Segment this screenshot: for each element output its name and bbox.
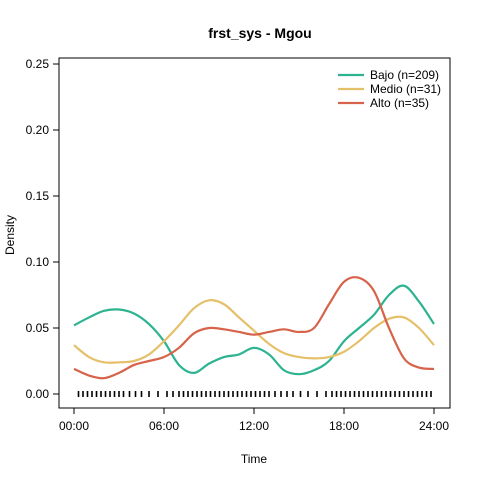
density-series (73, 276, 435, 380)
y-tick-label: 0.10 (26, 255, 50, 269)
x-tick-label: 00:00 (59, 419, 89, 433)
x-axis: 00:00 06:00 12:00 18:00 24:00 (59, 407, 449, 433)
y-tick-label: 0.25 (26, 57, 50, 71)
legend-label: Medio (n=31) (370, 82, 441, 96)
legend: Bajo (n=209)Medio (n=31)Alto (n=35) (338, 68, 441, 110)
x-tick-label: 24:00 (419, 419, 449, 433)
x-axis-label: Time (241, 452, 268, 466)
y-tick-label: 0.20 (26, 123, 50, 137)
x-tick-label: 18:00 (329, 419, 359, 433)
series-line-0 (73, 284, 435, 376)
x-tick-label: 06:00 (149, 419, 179, 433)
y-tick-label: 0.05 (26, 321, 50, 335)
rug-marks (77, 391, 432, 397)
y-tick-label: 0.00 (26, 387, 50, 401)
legend-label: Alto (n=35) (370, 96, 429, 110)
x-tick-label: 12:00 (239, 419, 269, 433)
legend-label: Bajo (n=209) (370, 68, 439, 82)
series-line-1 (73, 299, 435, 364)
chart-title: frst_sys - Mgou (208, 25, 311, 41)
y-axis-label: Density (3, 215, 17, 255)
y-tick-label: 0.15 (26, 189, 50, 203)
y-axis: 0.00 0.05 0.10 0.15 0.20 0.25 (26, 57, 60, 401)
series-line-2 (73, 276, 435, 380)
